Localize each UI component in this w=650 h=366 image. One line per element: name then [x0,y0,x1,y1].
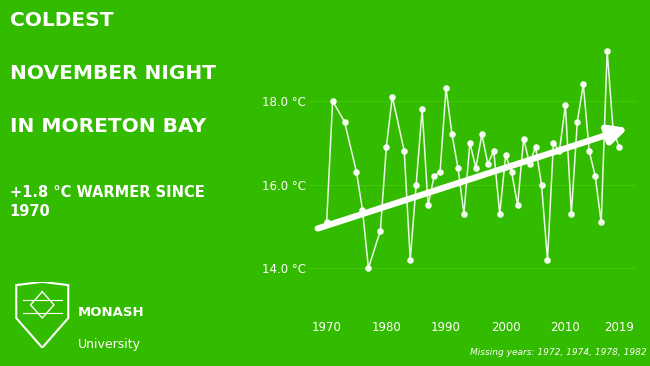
Point [471,165,481,171]
Point [495,211,505,217]
Point [381,144,391,150]
Point [519,136,529,142]
Point [476,131,487,137]
Point [489,148,499,154]
Point [536,182,547,187]
Point [500,152,511,158]
Point [560,102,571,108]
Point [358,207,368,213]
Point [506,169,517,175]
Text: IN MORETON BAY: IN MORETON BAY [10,117,206,136]
Point [375,228,385,234]
Point [596,219,606,225]
Point [435,169,445,175]
Point [423,202,434,208]
Point [542,257,552,263]
Point [459,211,469,217]
Point [530,144,541,150]
Point [339,119,350,125]
Point [399,148,410,154]
Point [566,211,577,217]
Point [351,169,361,175]
Point [405,257,415,263]
Point [465,140,475,146]
Point [525,161,535,167]
Point [614,144,624,150]
Point [572,119,582,125]
Point [417,107,427,112]
Text: COLDEST: COLDEST [10,11,113,30]
Point [411,182,421,187]
Point [322,219,332,225]
Point [441,85,451,91]
Point [584,148,595,154]
Point [429,173,439,179]
Text: +1.8 °C WARMER SINCE
1970: +1.8 °C WARMER SINCE 1970 [10,185,205,219]
Text: NOVEMBER NIGHT: NOVEMBER NIGHT [10,64,216,83]
Point [590,173,601,179]
Point [578,81,588,87]
Text: MONASH: MONASH [78,306,144,320]
Point [482,161,493,167]
Point [387,94,398,100]
Point [447,131,457,137]
Text: University: University [78,337,141,351]
Point [554,148,565,154]
Point [608,127,618,133]
Point [453,165,463,171]
Point [512,202,523,208]
Point [602,48,612,54]
Point [328,98,338,104]
Text: Missing years: 1972, 1974, 1978, 1982: Missing years: 1972, 1974, 1978, 1982 [470,348,647,357]
Point [363,265,374,271]
Point [548,140,558,146]
